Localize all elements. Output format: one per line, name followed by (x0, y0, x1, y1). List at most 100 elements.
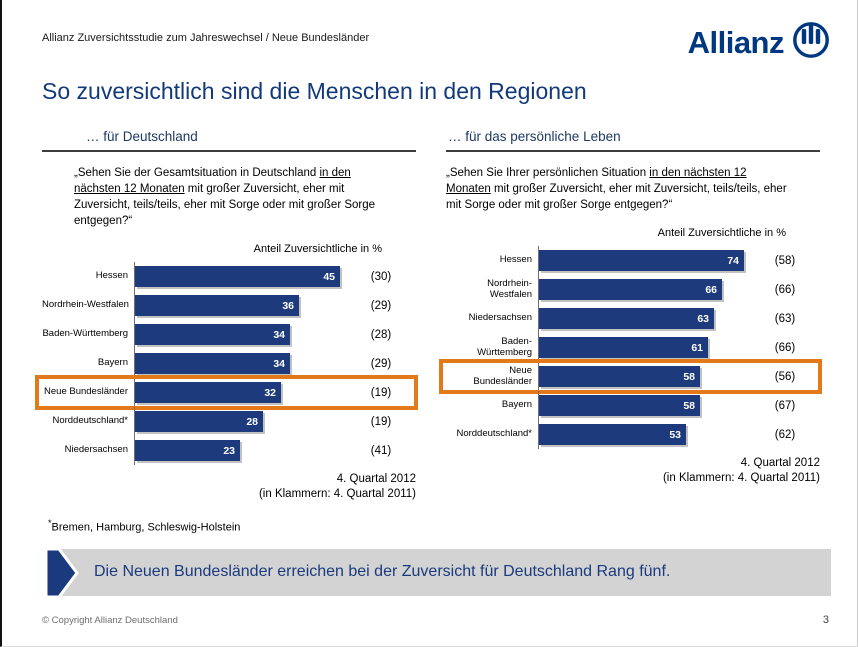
bar-value-label: 34 (273, 357, 285, 370)
value-bar: 32 (135, 382, 281, 403)
page-number: 3 (822, 614, 829, 626)
bar-cell: 23 (134, 436, 346, 465)
bar-cell: 36 (134, 291, 346, 320)
value-bar: 34 (135, 324, 290, 345)
bar-value-label: 61 (691, 341, 703, 354)
panel-header-text: … für Deutschland (86, 129, 198, 144)
bar-value-label: 23 (223, 444, 235, 457)
previous-year-value: (58) (774, 254, 796, 267)
category-label: Norddeutschland* (52, 415, 128, 427)
value-bar: 45 (135, 266, 340, 287)
bar-cell: 63 (538, 304, 750, 333)
previous-year-value: (29) (370, 357, 392, 370)
previous-year-value: (41) (370, 444, 392, 457)
chart-columns: … für Deutschland „Sehen Sie der Gesamts… (35, 129, 822, 502)
category-label: Hessen (499, 254, 532, 266)
chart-row: Bayern 34 (29) (42, 349, 416, 378)
bar-value-label: 63 (697, 312, 709, 325)
category-label: Baden-Württemberg (477, 336, 532, 358)
chart-row: Niedersachsen 23 (41) (42, 436, 416, 465)
value-bar: 74 (539, 250, 744, 271)
value-bar: 28 (135, 411, 263, 432)
allianz-wordmark: Allianz (687, 25, 785, 60)
value-bar: 61 (539, 337, 708, 358)
category-label: Nordrhein-Westfalen (487, 278, 532, 300)
chart-row: Neue Bundesländer 32 (19) (35, 375, 418, 410)
bar-value-label: 58 (683, 399, 695, 412)
previous-year-value: (66) (774, 341, 796, 354)
previous-year-value: (30) (370, 270, 392, 283)
chart-row: Norddeutschland* 53 (62) (446, 420, 820, 449)
category-label: Hessen (95, 270, 128, 282)
key-message-text: Die Neuen Bundesländer erreichen bei der… (94, 563, 671, 581)
bar-value-label: 32 (264, 386, 276, 399)
footnote: *Bremen, Hamburg, Schleswig-Holstein (48, 518, 857, 534)
value-bar: 23 (135, 440, 240, 461)
previous-year-value: (19) (370, 415, 392, 428)
chart-row: Neue Bundesländer 58 (56) (439, 359, 822, 394)
bar-cell: 32 (134, 378, 346, 407)
survey-question-deutschland: „Sehen Sie der Gesamtsituation in Deutsc… (74, 167, 376, 227)
chart-row: Nordrhein- Westfalen 66 (66) (446, 275, 820, 304)
previous-year-value: (56) (774, 370, 796, 383)
category-label: Baden-Württemberg (42, 328, 128, 340)
category-label: Bayern (501, 399, 532, 411)
category-label: Neue Bundesländer (473, 365, 532, 387)
allianz-emblem-icon (791, 20, 831, 65)
chart-row: Nordrhein-Westfalen 36 (29) (42, 291, 416, 320)
panel-header-persoenlich: … für das persönliche Leben (446, 129, 820, 152)
bar-cell: 58 (538, 391, 750, 420)
bar-cell: 61 (538, 333, 750, 362)
bar-value-label: 45 (323, 270, 335, 283)
copyright-text: © Copyright Allianz Deutschland (42, 615, 178, 626)
chart-row: Bayern 58 (67) (446, 391, 820, 420)
axis-note: Anteil Zuversichtliche in % (657, 227, 786, 239)
page-title: So zuversichtlich sind die Menschen in d… (42, 78, 587, 104)
bar-cell: 45 (134, 262, 346, 291)
value-bar: 58 (539, 366, 700, 387)
chart-row: Hessen 45 (30) (42, 262, 416, 291)
bar-value-label: 28 (246, 415, 258, 428)
bar-chart-persoenlich: Hessen 74 (58) Nordrhein- Westfalen 66 (66) Nie… (439, 246, 822, 449)
bar-cell: 34 (134, 320, 346, 349)
previous-year-value: (28) (370, 328, 392, 341)
previous-year-value: (67) (774, 399, 796, 412)
category-label: Nordrhein-Westfalen (42, 299, 129, 311)
axis-note: Anteil Zuversichtliche in % (253, 243, 382, 255)
bar-value-label: 66 (705, 283, 717, 296)
bar-chart-deutschland: Hessen 45 (30) Nordrhein-Westfalen 36 (29) Bad… (35, 262, 418, 465)
footnote-marker: * (48, 518, 52, 528)
panel-persoenliches-leben: … für das persönliche Leben „Sehen Sie I… (439, 129, 822, 502)
chart-row: Hessen 74 (58) (446, 246, 820, 275)
previous-year-value: (19) (370, 386, 392, 399)
previous-year-value: (29) (370, 299, 392, 312)
value-bar: 66 (539, 279, 722, 300)
value-bar: 53 (539, 424, 686, 445)
bar-value-label: 36 (282, 299, 294, 312)
bar-value-label: 58 (683, 370, 695, 383)
study-subtitle: Allianz Zuversichtsstudie zum Jahreswech… (42, 32, 370, 44)
chart-row: Niedersachsen 63 (63) (446, 304, 820, 333)
previous-year-value: (66) (774, 283, 796, 296)
previous-year-value: (63) (774, 312, 796, 325)
category-label: Bayern (97, 357, 128, 369)
panel-deutschland: … für Deutschland „Sehen Sie der Gesamts… (35, 129, 418, 502)
category-label: Niedersachsen (64, 444, 128, 456)
value-bar: 36 (135, 295, 299, 316)
survey-question-persoenlich: „Sehen Sie Ihrer persönlichen Situation … (446, 167, 787, 211)
value-bar: 63 (539, 308, 714, 329)
category-label: Neue Bundesländer (44, 386, 128, 398)
chart-row: Baden- Württemberg 61 (66) (446, 333, 820, 362)
panel-header-deutschland: … für Deutschland (42, 129, 416, 152)
bar-cell: 34 (134, 349, 346, 378)
key-message-banner: Die Neuen Bundesländer erreichen bei der… (44, 547, 831, 599)
value-bar: 58 (539, 395, 700, 416)
bar-value-label: 34 (273, 328, 285, 341)
chart-row: Norddeutschland* 28 (19) (42, 407, 416, 436)
footnote-text: Bremen, Hamburg, Schleswig-Holstein (51, 521, 241, 534)
bar-value-label: 53 (669, 428, 681, 441)
value-bar: 34 (135, 353, 290, 374)
arrow-right-icon (44, 547, 80, 604)
category-label: Norddeutschland* (456, 428, 532, 440)
